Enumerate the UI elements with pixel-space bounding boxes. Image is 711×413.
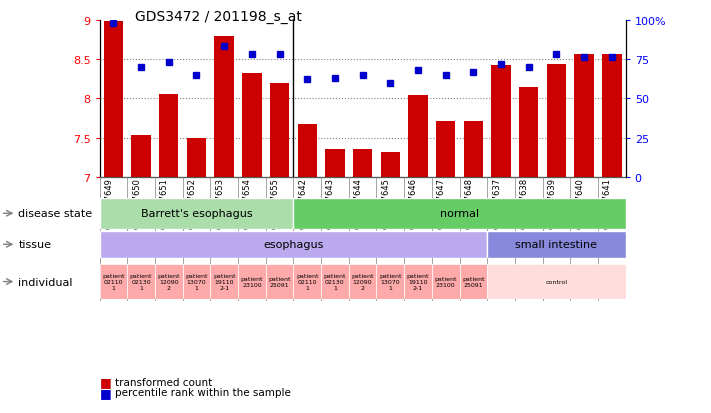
Text: GSM327637: GSM327637 bbox=[492, 178, 501, 228]
Text: GSM327653: GSM327653 bbox=[215, 178, 224, 228]
Text: GSM327651: GSM327651 bbox=[160, 178, 169, 228]
Bar bbox=[100, 231, 487, 258]
Bar bbox=[353, 150, 373, 178]
Bar bbox=[491, 65, 510, 178]
Text: patient
23100: patient 23100 bbox=[434, 276, 457, 287]
Text: GSM327652: GSM327652 bbox=[188, 178, 196, 228]
Text: patient
25091: patient 25091 bbox=[268, 276, 291, 287]
Text: ■: ■ bbox=[100, 375, 112, 389]
Bar bbox=[459, 264, 487, 299]
Text: GSM327641: GSM327641 bbox=[603, 178, 612, 228]
Text: patient
19110
2-1: patient 19110 2-1 bbox=[213, 273, 235, 290]
Bar bbox=[487, 264, 626, 299]
Text: patient
13070
1: patient 13070 1 bbox=[185, 273, 208, 290]
Bar bbox=[404, 264, 432, 299]
Bar bbox=[183, 264, 210, 299]
Bar bbox=[297, 124, 317, 178]
Text: GSM327645: GSM327645 bbox=[381, 178, 390, 228]
Text: GSM327647: GSM327647 bbox=[437, 178, 446, 228]
Text: normal: normal bbox=[440, 209, 479, 219]
Bar bbox=[100, 264, 127, 299]
Bar bbox=[294, 198, 626, 229]
Text: patient
19110
2-1: patient 19110 2-1 bbox=[407, 273, 429, 290]
Bar bbox=[408, 96, 428, 178]
Text: GSM327638: GSM327638 bbox=[520, 178, 529, 228]
Bar bbox=[325, 150, 345, 178]
Text: patient
02110
1: patient 02110 1 bbox=[296, 273, 319, 290]
Bar bbox=[242, 74, 262, 178]
Bar bbox=[187, 139, 206, 178]
Bar bbox=[104, 22, 123, 178]
Bar bbox=[574, 55, 594, 178]
Text: patient
25091: patient 25091 bbox=[462, 276, 485, 287]
Text: control: control bbox=[545, 279, 567, 285]
Text: GSM327650: GSM327650 bbox=[132, 178, 141, 228]
Text: GSM327646: GSM327646 bbox=[409, 178, 418, 228]
Text: GSM327649: GSM327649 bbox=[105, 178, 113, 228]
Text: GSM327655: GSM327655 bbox=[270, 178, 279, 228]
Text: patient
02110
1: patient 02110 1 bbox=[102, 273, 124, 290]
Bar bbox=[349, 264, 376, 299]
Text: small intestine: small intestine bbox=[515, 240, 597, 250]
Text: percentile rank within the sample: percentile rank within the sample bbox=[115, 387, 291, 397]
Bar bbox=[464, 122, 483, 178]
Bar bbox=[487, 231, 626, 258]
Bar bbox=[436, 122, 455, 178]
Bar bbox=[266, 264, 294, 299]
Bar bbox=[376, 264, 404, 299]
Text: disease state: disease state bbox=[18, 209, 92, 219]
Text: GSM327654: GSM327654 bbox=[243, 178, 252, 228]
Text: individual: individual bbox=[18, 277, 73, 287]
Bar bbox=[127, 264, 155, 299]
Bar bbox=[100, 198, 294, 229]
Text: GSM327640: GSM327640 bbox=[575, 178, 584, 228]
Text: GSM327648: GSM327648 bbox=[464, 178, 474, 228]
Bar bbox=[238, 264, 266, 299]
Text: GDS3472 / 201198_s_at: GDS3472 / 201198_s_at bbox=[135, 10, 302, 24]
Bar bbox=[215, 37, 234, 178]
Text: transformed count: transformed count bbox=[115, 377, 213, 387]
Bar bbox=[270, 83, 289, 178]
Text: patient
02130
1: patient 02130 1 bbox=[324, 273, 346, 290]
Bar bbox=[155, 264, 183, 299]
Bar bbox=[210, 264, 238, 299]
Text: GSM327642: GSM327642 bbox=[298, 178, 307, 228]
Bar bbox=[294, 264, 321, 299]
Bar bbox=[380, 152, 400, 178]
Bar bbox=[519, 88, 538, 178]
Bar bbox=[602, 55, 621, 178]
Text: GSM327639: GSM327639 bbox=[547, 178, 557, 228]
Text: esophagus: esophagus bbox=[263, 240, 324, 250]
Bar bbox=[547, 64, 566, 178]
Text: Barrett's esophagus: Barrett's esophagus bbox=[141, 209, 252, 219]
Text: GSM327644: GSM327644 bbox=[353, 178, 363, 228]
Text: patient
12090
2: patient 12090 2 bbox=[158, 273, 180, 290]
Text: tissue: tissue bbox=[18, 240, 51, 250]
Bar bbox=[321, 264, 349, 299]
Text: patient
12090
2: patient 12090 2 bbox=[351, 273, 374, 290]
Bar bbox=[432, 264, 459, 299]
Text: patient
13070
1: patient 13070 1 bbox=[379, 273, 402, 290]
Text: ■: ■ bbox=[100, 386, 112, 399]
Bar bbox=[132, 136, 151, 178]
Text: GSM327643: GSM327643 bbox=[326, 178, 335, 228]
Text: patient
23100: patient 23100 bbox=[240, 276, 263, 287]
Text: patient
02130
1: patient 02130 1 bbox=[130, 273, 152, 290]
Bar bbox=[159, 95, 178, 178]
